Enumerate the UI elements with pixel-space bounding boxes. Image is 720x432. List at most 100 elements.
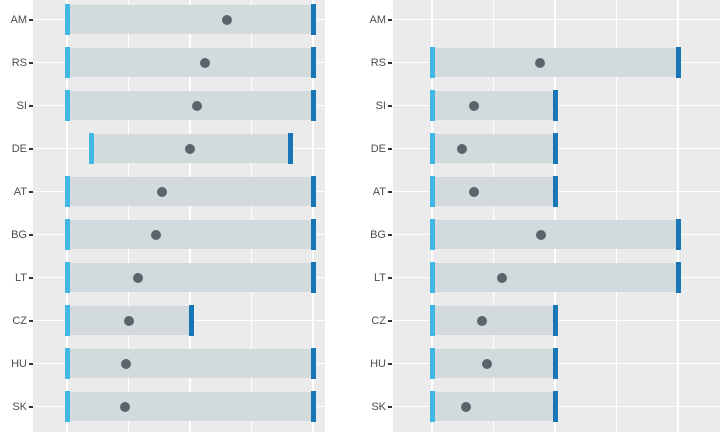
min-tick (64, 4, 70, 35)
x-gridline (189, 0, 191, 432)
estimate-dot (468, 100, 479, 111)
y-axis-label: HU (370, 357, 386, 370)
y-axis-label: DE (370, 142, 386, 155)
y-axis-tick (388, 61, 392, 64)
min-tick (429, 133, 435, 164)
min-tick (64, 348, 70, 379)
range-bar (67, 177, 313, 206)
estimate-dot (461, 401, 472, 412)
facet-panel-left (33, 0, 325, 432)
y-axis-tick (388, 233, 392, 236)
estimate-dot (199, 57, 210, 68)
estimate-dot (150, 229, 161, 240)
estimate-dot (192, 100, 203, 111)
min-tick (429, 176, 435, 207)
estimate-dot (468, 186, 479, 197)
y-axis-label: BG (11, 228, 27, 241)
max-tick (552, 176, 558, 207)
min-tick (64, 90, 70, 121)
range-bar (432, 177, 555, 206)
estimate-dot (482, 358, 493, 369)
min-tick (64, 391, 70, 422)
x-gridline (492, 0, 495, 432)
max-tick (310, 4, 316, 35)
facet-panel-right (393, 0, 720, 432)
y-axis-label: CZ (12, 314, 27, 327)
min-tick (89, 133, 95, 164)
x-gridline (431, 0, 433, 432)
max-tick (310, 391, 316, 422)
min-tick (64, 219, 70, 250)
max-tick (675, 219, 681, 250)
max-tick (310, 90, 316, 121)
max-tick (552, 90, 558, 121)
range-bar (432, 134, 555, 163)
range-bar (432, 306, 555, 335)
estimate-dot (477, 315, 488, 326)
max-tick (552, 305, 558, 336)
y-axis-label: LT (14, 271, 27, 284)
y-axis-tick (28, 362, 33, 365)
range-bar (67, 349, 313, 378)
y-axis-tick (28, 190, 33, 193)
y-axis-label: BG (370, 228, 386, 241)
y-axis-tick (28, 405, 33, 408)
y-axis-label: SI (375, 99, 386, 112)
min-tick (64, 47, 70, 78)
y-axis-label: RS (370, 56, 386, 69)
min-tick (64, 262, 70, 293)
y-axis-label: AM (10, 13, 28, 26)
min-tick (429, 219, 435, 250)
range-bar (67, 91, 313, 120)
max-tick (310, 219, 316, 250)
min-tick (429, 47, 435, 78)
max-tick (310, 176, 316, 207)
y-axis-tick (388, 104, 392, 107)
max-tick (310, 47, 316, 78)
range-bar (432, 220, 678, 249)
x-gridline (312, 0, 314, 432)
estimate-dot (123, 315, 134, 326)
y-axis-label: DE (11, 142, 27, 155)
min-tick (64, 176, 70, 207)
estimate-dot (221, 14, 232, 25)
estimate-dot (119, 401, 130, 412)
min-tick (429, 305, 435, 336)
y-gridline (393, 18, 720, 21)
estimate-dot (536, 229, 547, 240)
y-axis-tick (28, 319, 33, 322)
range-bar (432, 263, 678, 292)
range-bar (67, 48, 313, 77)
x-gridline (127, 0, 130, 432)
estimate-dot (185, 143, 195, 154)
y-axis-tick (388, 405, 392, 408)
y-axis-tick (28, 147, 33, 150)
y-axis-tick (28, 61, 33, 64)
range-bar (432, 91, 555, 120)
range-bar (67, 392, 313, 421)
estimate-dot (133, 272, 144, 283)
max-tick (675, 262, 681, 293)
max-tick (188, 305, 194, 336)
range-bar (67, 263, 313, 292)
min-tick (64, 305, 70, 336)
y-axis-label: HU (11, 357, 27, 370)
range-bar (432, 349, 555, 378)
y-axis-label: RS (11, 56, 27, 69)
min-tick (429, 262, 435, 293)
y-axis-label: LT (373, 271, 386, 284)
y-axis-tick (28, 104, 33, 107)
y-axis-label: AT (13, 185, 27, 198)
range-bar (432, 48, 678, 77)
estimate-dot (156, 186, 167, 197)
estimate-dot (121, 358, 132, 369)
x-gridline (66, 0, 68, 432)
y-axis-tick (388, 319, 392, 322)
y-axis-label: SK (12, 400, 27, 413)
min-tick (429, 348, 435, 379)
range-bar (432, 392, 555, 421)
max-tick (552, 133, 558, 164)
y-axis-tick (388, 362, 392, 365)
min-tick (429, 90, 435, 121)
